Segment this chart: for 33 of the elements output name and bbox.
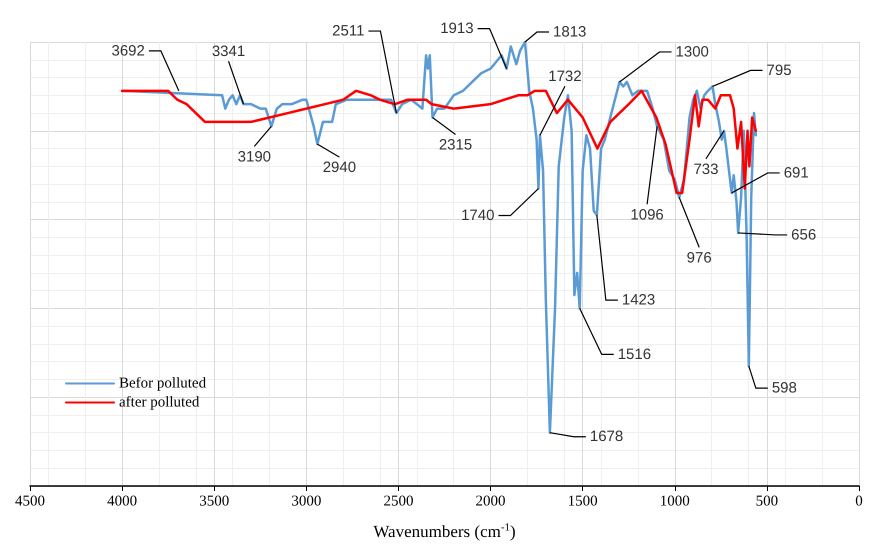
x-tick-label: 2500 bbox=[383, 494, 414, 510]
x-tick-label: 4500 bbox=[15, 494, 45, 510]
x-tick-label: 0 bbox=[855, 494, 863, 510]
annotation: 2940 bbox=[322, 159, 356, 176]
annotation: 795 bbox=[766, 62, 792, 79]
x-tick-label: 500 bbox=[756, 494, 778, 510]
x-tick-label: 3000 bbox=[291, 494, 322, 510]
annotation: 1096 bbox=[630, 206, 664, 224]
annotation: 2315 bbox=[438, 136, 472, 154]
annotation: 3341 bbox=[212, 43, 246, 60]
legend-label: Befor polluted bbox=[119, 376, 207, 392]
x-tick-label: 1000 bbox=[660, 494, 690, 510]
annotation: 1300 bbox=[676, 43, 709, 60]
annotation: 1813 bbox=[553, 24, 586, 40]
annotation: 598 bbox=[772, 380, 797, 397]
annotation: 1732 bbox=[548, 68, 582, 86]
legend-label: after polluted bbox=[119, 394, 200, 410]
annotation: 3692 bbox=[111, 42, 145, 60]
annotation: 1423 bbox=[622, 292, 656, 309]
annotation: 691 bbox=[784, 164, 809, 182]
annotation: 733 bbox=[693, 160, 718, 178]
annotation: 1516 bbox=[618, 346, 652, 363]
x-tick-label: 2000 bbox=[476, 494, 506, 510]
x-tick-label: 3500 bbox=[199, 494, 230, 510]
annotation: 1740 bbox=[461, 207, 494, 224]
x-tick-label: 1500 bbox=[568, 494, 598, 510]
annotation: 1913 bbox=[440, 20, 474, 38]
annotation: 2511 bbox=[332, 22, 364, 40]
annotation: 656 bbox=[791, 226, 816, 244]
annotation: 3190 bbox=[238, 148, 272, 166]
x-tick-label: 4000 bbox=[107, 494, 138, 510]
annotation: 976 bbox=[686, 249, 712, 266]
annotation: 1678 bbox=[590, 428, 624, 446]
